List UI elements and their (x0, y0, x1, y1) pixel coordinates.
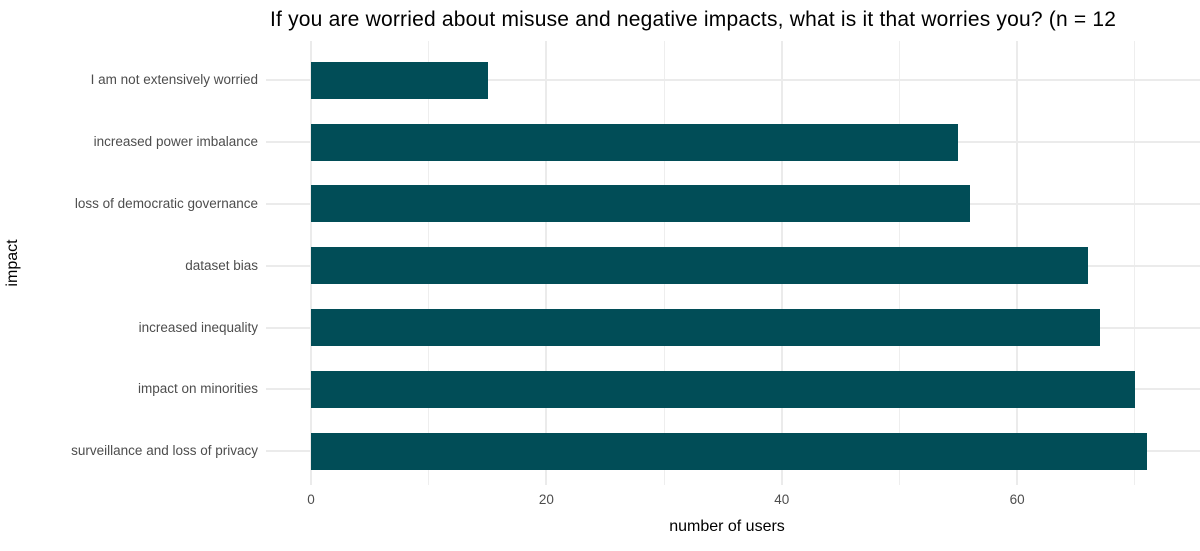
y-tick-label: dataset bias (185, 257, 258, 273)
y-tick-label: increased inequality (138, 319, 258, 335)
bar-increased-power-imbalance (311, 123, 959, 161)
plot-panel (266, 41, 1200, 485)
x-tick-label: 40 (774, 492, 790, 507)
bar-surveillance-and-loss-of-privacy (311, 432, 1147, 470)
bar-dataset-bias (311, 247, 1088, 285)
bar-i-am-not-extensively-worried (311, 61, 488, 99)
y-tick-label: surveillance and loss of privacy (71, 443, 258, 459)
y-tick-label: I am not extensively worried (90, 72, 258, 88)
bar-loss-of-democratic-governance (311, 185, 971, 223)
chart-title: If you are worried about misuse and nega… (270, 8, 1117, 31)
bar-impact-on-minorities (311, 370, 1135, 408)
y-axis-title: impact (4, 239, 21, 287)
bar-increased-inequality (311, 309, 1100, 347)
y-gridline-major (266, 79, 1200, 82)
y-tick-label: impact on minorities (137, 381, 258, 397)
x-tick-label: 60 (1009, 492, 1025, 507)
x-tick-label: 20 (538, 492, 554, 507)
y-tick-label: increased power imbalance (93, 134, 258, 150)
x-tick-label: 0 (307, 492, 315, 507)
y-tick-label: loss of democratic governance (74, 195, 258, 211)
x-gridline-minor (1134, 41, 1136, 485)
x-axis-title: number of users (669, 518, 785, 535)
